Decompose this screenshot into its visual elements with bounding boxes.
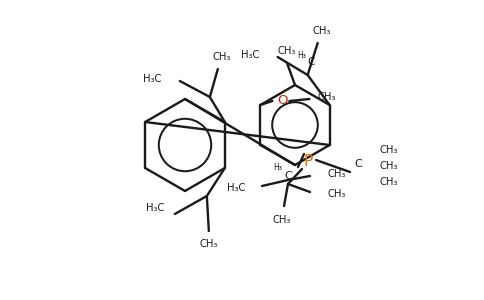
Text: C: C bbox=[354, 159, 362, 169]
Text: CH₃: CH₃ bbox=[199, 239, 218, 249]
Text: CH₃: CH₃ bbox=[212, 52, 231, 62]
Text: H₃C: H₃C bbox=[147, 203, 165, 213]
Text: H₃: H₃ bbox=[273, 164, 283, 172]
Text: H₃: H₃ bbox=[297, 50, 306, 59]
Text: CH₃: CH₃ bbox=[273, 215, 291, 225]
Text: H₃C: H₃C bbox=[241, 50, 259, 60]
Text: O: O bbox=[277, 94, 287, 107]
Text: H₃C: H₃C bbox=[227, 183, 245, 193]
Text: CH₃: CH₃ bbox=[328, 189, 347, 199]
Text: CH₃: CH₃ bbox=[278, 46, 296, 56]
Text: CH₃: CH₃ bbox=[380, 177, 398, 187]
Text: CH₃: CH₃ bbox=[313, 26, 331, 36]
Text: CH₃: CH₃ bbox=[328, 169, 347, 179]
Text: CH₃: CH₃ bbox=[317, 92, 335, 102]
Text: C: C bbox=[307, 57, 314, 67]
Text: CH₃: CH₃ bbox=[380, 145, 398, 155]
Text: CH₃: CH₃ bbox=[380, 161, 398, 171]
Text: P: P bbox=[303, 154, 313, 169]
Text: C: C bbox=[284, 171, 292, 181]
Text: H₃C: H₃C bbox=[143, 74, 162, 84]
